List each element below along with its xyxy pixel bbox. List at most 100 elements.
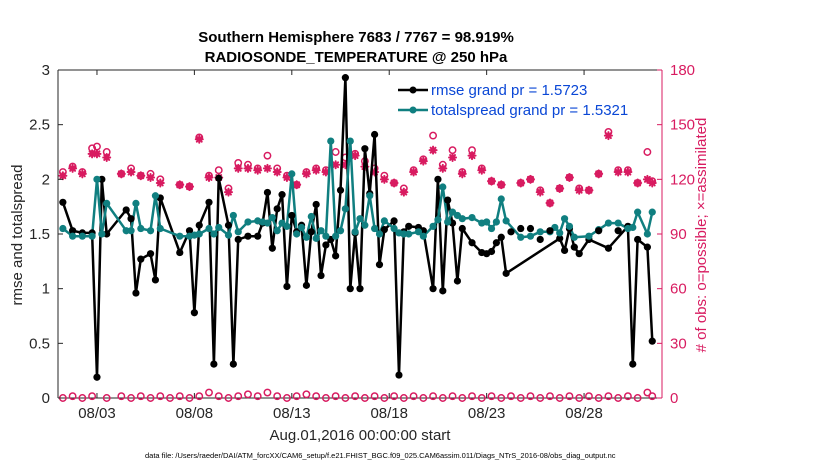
obs-possible-marker [390, 392, 399, 401]
totalspread-point [351, 228, 359, 236]
totalspread-point [341, 205, 349, 213]
y-tick-label: 1 [42, 281, 50, 298]
asterisk-stroke [283, 174, 291, 181]
asterisk-stroke [147, 174, 154, 181]
obs-possible-marker [321, 394, 330, 402]
asterisk-stroke [624, 168, 632, 176]
totalspread-point [380, 217, 388, 225]
obs-assimilated-marker [253, 165, 263, 175]
totalspread-point [195, 230, 203, 238]
rmse-point [380, 226, 388, 234]
obs-possible-marker [584, 392, 593, 401]
rmse-point [268, 244, 276, 252]
rmse-point [604, 244, 613, 252]
legend: rmse grand pr = 1.5723 totalspread grand… [392, 76, 660, 122]
obs-assimilated-marker [102, 152, 112, 162]
asterisk-stroke [566, 174, 573, 181]
obs-assimilated-marker [647, 178, 657, 188]
rmse-point [195, 221, 203, 229]
asterisk-stroke [458, 170, 466, 178]
asterisk-stroke [78, 170, 86, 178]
y-right-tick-label: 30 [670, 335, 687, 352]
y-axis-label-right: # of obs: o=possible; ×=assimilated [693, 118, 710, 353]
asterisk-stroke [497, 181, 505, 189]
totalspread-point [526, 232, 535, 240]
obs-possible-marker [312, 392, 321, 401]
obs-assimilated-marker [243, 163, 253, 173]
rmse-point [575, 250, 583, 258]
obs-possible-marker [175, 392, 184, 401]
obs-assimilated-marker [155, 178, 165, 188]
obs-possible-marker [156, 392, 165, 401]
totalspread-point [215, 223, 223, 232]
rmse-point [190, 309, 198, 317]
rmse-point [487, 247, 496, 256]
rmse-point [371, 130, 379, 139]
rmse-point [429, 285, 437, 293]
totalspread-point [156, 224, 164, 233]
obs-possible-marker [282, 394, 291, 402]
rmse-point [444, 196, 452, 204]
obs-possible-marker [604, 392, 613, 401]
obs-assimilated-marker [623, 167, 633, 177]
obs-assimilated-marker [282, 173, 292, 183]
totalspread-point [487, 224, 496, 233]
totalspread-point [502, 217, 510, 225]
rmse-point [361, 145, 369, 153]
rmse-point [595, 227, 603, 235]
asterisk-stroke [380, 175, 388, 183]
rmse-point [127, 215, 135, 223]
asterisk-stroke [225, 188, 232, 196]
totalspread-point [336, 227, 345, 235]
y-tick-label: 2.5 [29, 117, 50, 134]
obs-assimilated-marker [292, 180, 302, 190]
obs-assimilated-marker [92, 149, 102, 159]
totalspread-point [604, 219, 613, 227]
obs-possible-marker [205, 388, 213, 397]
asterisk-stroke [176, 181, 184, 189]
obs-assimilated-marker [175, 180, 185, 190]
rmse-point [302, 281, 311, 289]
obs-possible-marker [614, 394, 623, 402]
asterisk-stroke [332, 161, 340, 169]
totalspread-point [317, 227, 325, 235]
obs-possible-marker [68, 392, 77, 401]
rmse-point [434, 175, 442, 183]
obs-assimilated-marker [58, 171, 68, 181]
rmse-point [453, 277, 462, 285]
rmse-point [132, 289, 140, 297]
asterisk-stroke [156, 179, 164, 187]
rmse-point [273, 205, 281, 213]
asterisk-stroke [88, 150, 96, 158]
obs-assimilated-marker [126, 167, 136, 177]
totalspread-point [497, 195, 505, 203]
rmse-point [546, 227, 554, 235]
asterisk-stroke [117, 170, 125, 178]
rmse-point [307, 228, 315, 236]
rmse-point [332, 252, 340, 260]
totalspread-point [560, 215, 569, 223]
obs-assimilated-marker [448, 152, 458, 162]
obs-possible-marker [244, 390, 252, 399]
asterisk-stroke [439, 164, 447, 172]
rmse-point [502, 269, 510, 277]
obs-assimilated-marker [146, 173, 156, 183]
rmse-point [254, 232, 262, 240]
chart-title: Southern Hemisphere 7683 / 7767 = 98.919… [198, 29, 514, 46]
totalspread-point [483, 218, 491, 226]
totalspread-point [151, 192, 160, 200]
asterisk-stroke [103, 154, 111, 161]
y-right-tick-label: 90 [670, 226, 687, 243]
asterisk-stroke [254, 166, 262, 174]
obs-possible-marker [253, 392, 262, 401]
rmse-point [439, 287, 447, 295]
totalspread-point [297, 223, 306, 232]
asterisk-stroke [449, 154, 456, 161]
obs-possible-marker [575, 394, 584, 402]
totalspread-point [366, 192, 374, 200]
asterisk-stroke [273, 168, 281, 176]
totalspread-point [570, 233, 578, 241]
rmse-point [336, 186, 345, 194]
rmse-point [263, 188, 272, 197]
